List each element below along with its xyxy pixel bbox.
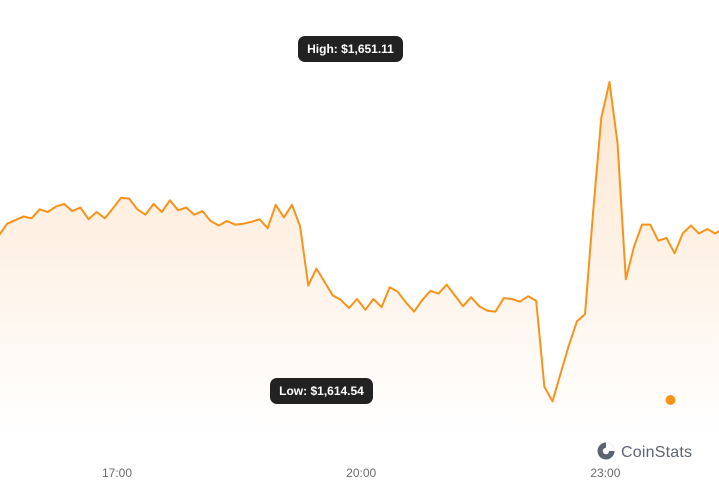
low-tooltip-text: Low: $1,614.54 (279, 384, 364, 398)
low-tooltip-box (270, 378, 373, 404)
brand-name: CoinStats (621, 444, 692, 461)
annotations: High: $1,651.11 Low: $1,614.54 (270, 36, 676, 405)
brand-watermark: CoinStats (597, 442, 692, 461)
x-tick-label: 20:00 (346, 466, 376, 480)
area-fill (0, 82, 719, 432)
price-area (0, 82, 719, 432)
high-tooltip-box (298, 36, 403, 62)
series-line (0, 81, 719, 403)
high-tooltip-text: High: $1,651.11 (307, 42, 394, 56)
x-tick-label: 17:00 (102, 466, 132, 480)
x-tick-label: 23:00 (590, 466, 620, 480)
coinstats-logo-icon (597, 442, 615, 460)
low-point-marker (665, 395, 676, 405)
price-line (0, 81, 719, 403)
high-annotation: High: $1,651.11 (298, 36, 403, 62)
low-annotation: Low: $1,614.54 (270, 378, 373, 404)
